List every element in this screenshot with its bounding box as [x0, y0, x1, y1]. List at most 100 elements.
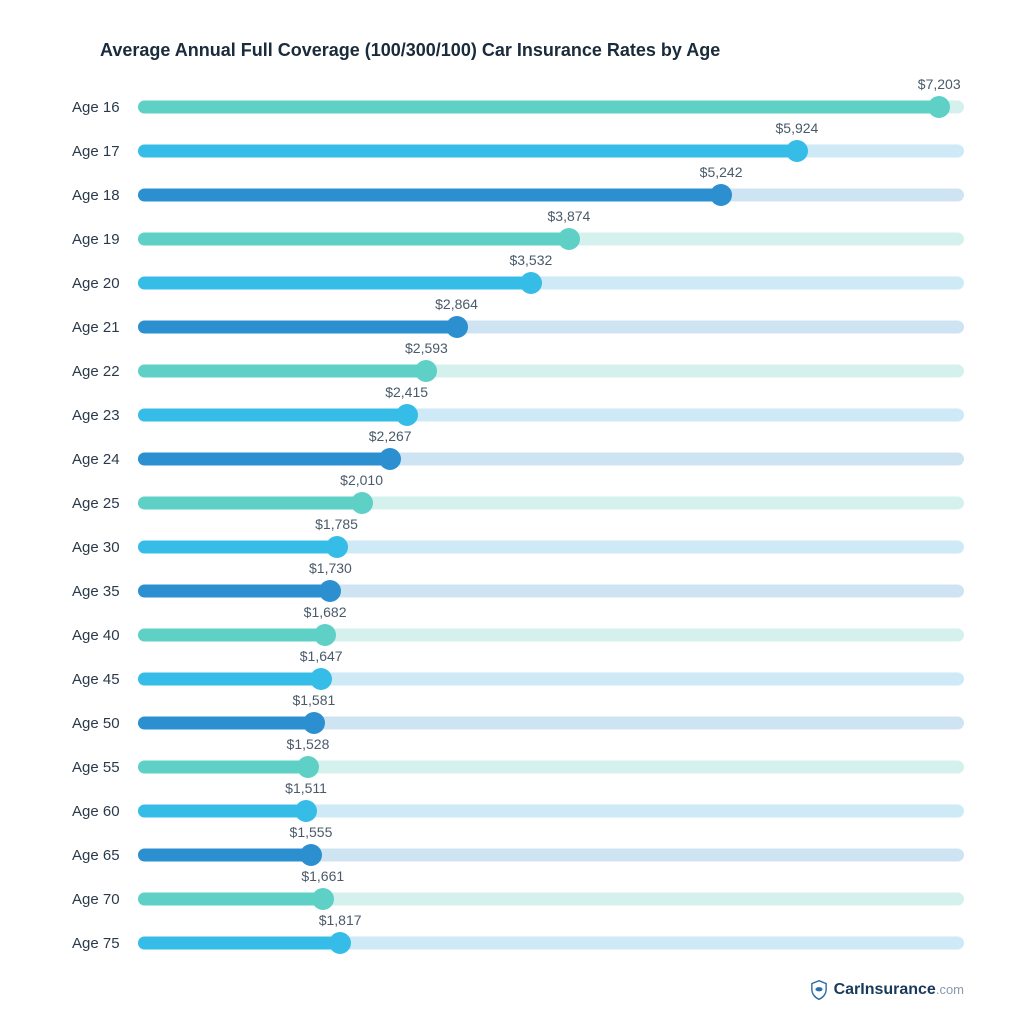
bar-end-dot [300, 844, 322, 866]
value-label: $1,730 [309, 560, 352, 576]
bar-end-dot [396, 404, 418, 426]
bar-fill [138, 233, 569, 246]
chart-row: Age 17$5,924 [60, 129, 964, 173]
bar-area: $5,924 [138, 138, 964, 164]
chart-row: Age 30$1,785 [60, 525, 964, 569]
bar-end-dot [297, 756, 319, 778]
chart-row: Age 45$1,647 [60, 657, 964, 701]
brand-text: CarInsurance.com [834, 981, 964, 999]
age-label: Age 25 [60, 495, 138, 512]
value-label: $1,511 [285, 780, 327, 796]
bar-fill [138, 101, 939, 114]
age-label: Age 18 [60, 187, 138, 204]
value-label: $2,010 [340, 472, 383, 488]
bar-end-dot [558, 228, 580, 250]
bar-area: $1,682 [138, 622, 964, 648]
age-label: Age 40 [60, 627, 138, 644]
bar-end-dot [319, 580, 341, 602]
bar-end-dot [415, 360, 437, 382]
value-label: $1,661 [301, 868, 344, 884]
value-label: $2,415 [385, 384, 428, 400]
value-label: $3,874 [547, 208, 590, 224]
age-label: Age 70 [60, 891, 138, 908]
bar-fill [138, 277, 531, 290]
bar-area: $1,730 [138, 578, 964, 604]
bar-fill [138, 497, 362, 510]
chart-row: Age 22$2,593 [60, 349, 964, 393]
chart-row: Age 65$1,555 [60, 833, 964, 877]
chart-row: Age 60$1,511 [60, 789, 964, 833]
bar-end-dot [329, 932, 351, 954]
brand-logo: CarInsurance.com [810, 980, 964, 1000]
value-label: $1,785 [315, 516, 358, 532]
age-label: Age 17 [60, 143, 138, 160]
chart-row: Age 70$1,661 [60, 877, 964, 921]
chart-row: Age 55$1,528 [60, 745, 964, 789]
bar-end-dot [295, 800, 317, 822]
bar-fill [138, 849, 311, 862]
bar-end-dot [786, 140, 808, 162]
age-label: Age 30 [60, 539, 138, 556]
bar-area: $5,242 [138, 182, 964, 208]
bar-fill [138, 937, 340, 950]
chart-row: Age 25$2,010 [60, 481, 964, 525]
bar-fill [138, 453, 390, 466]
bar-fill [138, 585, 330, 598]
age-label: Age 45 [60, 671, 138, 688]
value-label: $5,242 [700, 164, 743, 180]
bar-fill [138, 805, 306, 818]
age-label: Age 24 [60, 451, 138, 468]
chart-row: Age 16$7,203 [60, 85, 964, 129]
bar-fill [138, 893, 323, 906]
age-label: Age 23 [60, 407, 138, 424]
age-label: Age 22 [60, 363, 138, 380]
chart-title: Average Annual Full Coverage (100/300/10… [100, 40, 964, 61]
bar-area: $2,593 [138, 358, 964, 384]
chart-row: Age 24$2,267 [60, 437, 964, 481]
bar-end-dot [928, 96, 950, 118]
bar-area: $1,555 [138, 842, 964, 868]
age-label: Age 21 [60, 319, 138, 336]
age-label: Age 65 [60, 847, 138, 864]
bar-fill [138, 145, 797, 158]
value-label: $2,593 [405, 340, 448, 356]
brand-name: CarInsurance [834, 981, 936, 998]
chart-row: Age 50$1,581 [60, 701, 964, 745]
age-label: Age 16 [60, 99, 138, 116]
chart-row: Age 18$5,242 [60, 173, 964, 217]
bar-area: $1,661 [138, 886, 964, 912]
value-label: $1,647 [300, 648, 343, 664]
bar-fill [138, 541, 337, 554]
bar-area: $1,581 [138, 710, 964, 736]
bar-fill [138, 629, 325, 642]
bar-fill [138, 189, 721, 202]
value-label: $1,817 [319, 912, 362, 928]
bar-end-dot [312, 888, 334, 910]
bar-end-dot [710, 184, 732, 206]
bar-area: $7,203 [138, 94, 964, 120]
bar-end-dot [351, 492, 373, 514]
bar-area: $1,817 [138, 930, 964, 956]
bar-area: $3,874 [138, 226, 964, 252]
bar-end-dot [326, 536, 348, 558]
bar-area: $2,864 [138, 314, 964, 340]
chart-row: Age 40$1,682 [60, 613, 964, 657]
chart-row: Age 75$1,817 [60, 921, 964, 965]
bar-fill [138, 409, 407, 422]
bar-end-dot [303, 712, 325, 734]
bar-fill [138, 761, 308, 774]
bar-area: $2,415 [138, 402, 964, 428]
age-label: Age 60 [60, 803, 138, 820]
bar-area: $2,010 [138, 490, 964, 516]
value-label: $2,864 [435, 296, 478, 312]
bar-end-dot [310, 668, 332, 690]
chart-row: Age 20$3,532 [60, 261, 964, 305]
value-label: $3,532 [509, 252, 552, 268]
value-label: $5,924 [776, 120, 819, 136]
bar-end-dot [314, 624, 336, 646]
bar-fill [138, 673, 321, 686]
bar-fill [138, 365, 426, 378]
age-label: Age 75 [60, 935, 138, 952]
bar-area: $3,532 [138, 270, 964, 296]
value-label: $1,682 [304, 604, 347, 620]
